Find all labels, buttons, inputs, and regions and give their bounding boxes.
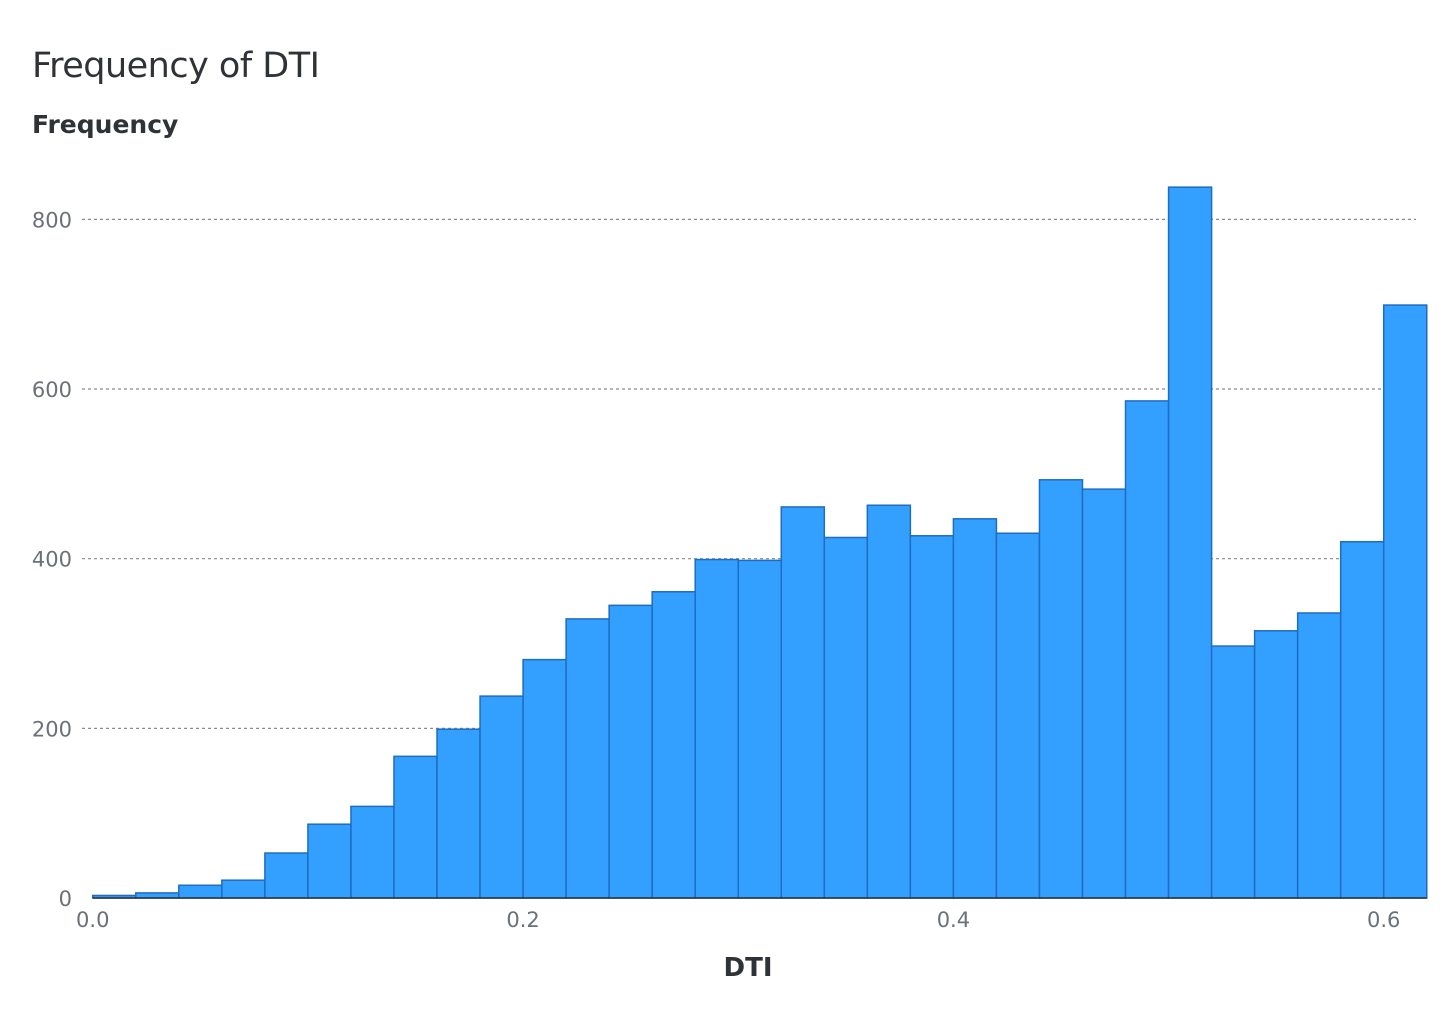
y-tick-label: 400 xyxy=(32,548,72,572)
x-tick-label: 0.2 xyxy=(506,908,539,932)
histogram-bar xyxy=(1339,540,1385,899)
x-tick-label: 0.0 xyxy=(76,908,109,932)
histogram-bar xyxy=(522,658,567,899)
histogram-bar xyxy=(866,504,912,899)
y-tick-label: 200 xyxy=(32,717,72,741)
histogram-bar xyxy=(651,591,696,899)
y-tick-label: 0 xyxy=(59,887,72,911)
histogram-bar xyxy=(350,805,395,899)
histogram-bar xyxy=(694,558,739,899)
histogram-bar xyxy=(1382,304,1428,899)
histogram-bar xyxy=(307,823,352,899)
histogram-bar xyxy=(737,559,783,899)
histogram-bar xyxy=(436,728,481,899)
histogram-bar xyxy=(479,695,524,899)
histogram-bar xyxy=(1167,186,1213,899)
histogram-bar xyxy=(780,506,826,899)
histogram-bar xyxy=(221,879,266,899)
histogram-bar xyxy=(1038,479,1084,899)
x-tick-label: 0.4 xyxy=(937,908,970,932)
y-tick-label: 800 xyxy=(32,208,72,232)
histogram-bar xyxy=(264,852,309,899)
histogram-bar xyxy=(565,618,610,899)
y-tick-label: 600 xyxy=(32,378,72,402)
histogram-bar xyxy=(608,604,653,899)
histogram-bar xyxy=(823,536,869,899)
histogram-bar xyxy=(1124,400,1170,899)
histogram-bar xyxy=(1296,612,1342,899)
y-axis-title: Frequency xyxy=(32,110,179,139)
histogram-bar xyxy=(909,535,955,899)
histogram-bar xyxy=(1253,630,1299,899)
histogram-bar xyxy=(1081,488,1127,899)
histogram-bar xyxy=(952,518,998,899)
histogram-bar xyxy=(178,884,223,899)
bars xyxy=(92,186,1428,899)
histogram-bar xyxy=(995,532,1041,899)
histogram-bar xyxy=(393,755,438,899)
x-tick-label: 0.6 xyxy=(1367,908,1400,932)
tick-labels: 0 200 400 600 800 0.0 0.2 0.4 0.6 xyxy=(32,208,1401,932)
histogram-bar xyxy=(135,892,180,899)
histogram-bar xyxy=(1210,645,1256,899)
x-axis-title: DTI xyxy=(723,953,773,983)
chart-title: Frequency of DTI xyxy=(32,46,320,86)
